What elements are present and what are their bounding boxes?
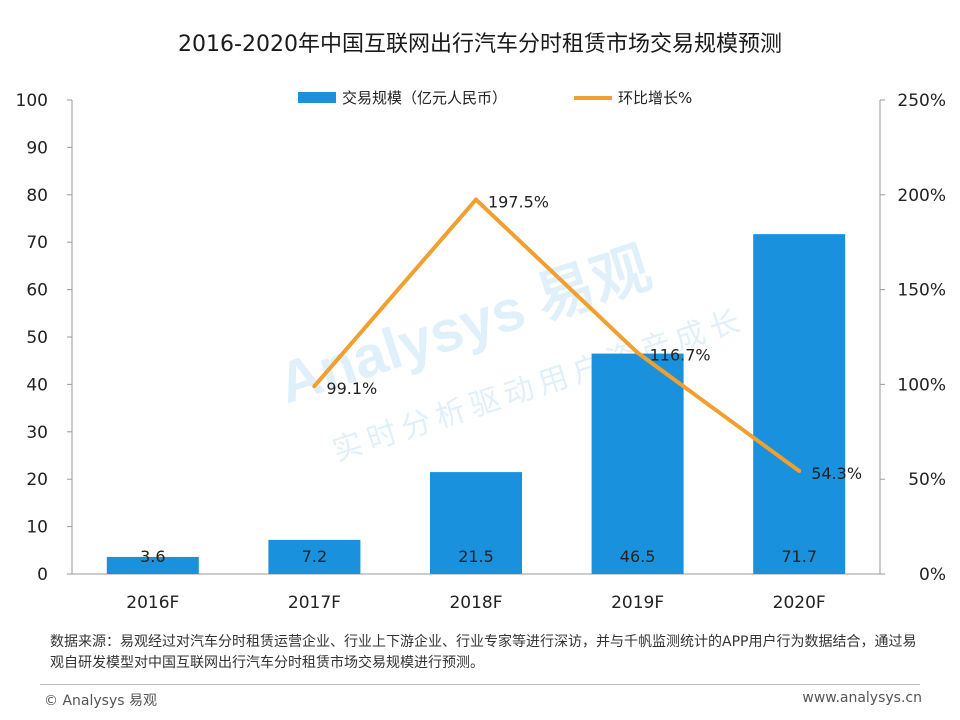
y-right-tick-label: 50%: [908, 470, 946, 490]
x-tick-label: 2020F: [773, 593, 826, 613]
bar-value-label: 7.2: [302, 547, 327, 566]
y-left-tick-label: 0: [37, 565, 48, 585]
line-value-label: 54.3%: [811, 464, 862, 483]
line-point: [312, 384, 317, 389]
y-right-tick-label: 200%: [897, 186, 946, 206]
line-value-label: 197.5%: [488, 193, 549, 212]
bar-series: 3.6 7.2 21.5 46.5 71.7: [106, 234, 846, 574]
legend-swatch-bar: [298, 92, 336, 103]
line-value-label: 99.1%: [326, 379, 377, 398]
y-left-tick-label: 10: [26, 518, 48, 538]
bar: [430, 472, 522, 574]
legend: 交易规模（亿元人民币） 环比增长%: [298, 89, 692, 107]
bar-value-label: 21.5: [458, 547, 494, 566]
y-right-tick-label: 0%: [919, 565, 946, 585]
y-left-tick-label: 20: [26, 470, 48, 490]
bar-value-label: 71.7: [781, 547, 817, 566]
y-left-tick-label: 80: [26, 186, 48, 206]
chart-title: 2016-2020年中国互联网出行汽车分时租赁市场交易规模预测: [178, 32, 782, 57]
bar: [106, 556, 199, 574]
line-point: [635, 350, 640, 355]
bar: [753, 234, 846, 574]
y-right-tick-label: 250%: [897, 91, 946, 111]
line-point: [474, 197, 478, 202]
y-left-tick-label: 30: [26, 423, 48, 443]
line-point: [797, 469, 802, 474]
x-tick-label: 2018F: [449, 593, 502, 613]
bar: [591, 353, 684, 574]
x-tick-label: 2017F: [288, 593, 341, 613]
bar: [268, 539, 361, 574]
x-tick-label: 2016F: [126, 593, 179, 613]
footer-website: www.analysys.cn: [802, 690, 922, 706]
y-right-tick-label: 100%: [897, 375, 946, 395]
bar-value-label: 46.5: [620, 547, 656, 566]
line-value-label: 116.7%: [650, 346, 711, 365]
chart-canvas: Analysys 易观 实时分析驱动用户资产成长 010203040506070…: [16, 89, 946, 613]
y-left-tick-label: 90: [26, 138, 48, 158]
y-left-tick-label: 40: [26, 375, 48, 395]
x-tick-label: 2019F: [611, 593, 664, 613]
source-note: 数据来源：易观经过对汽车分时租赁运营企业、行业上下游企业、行业专家等进行深访，并…: [50, 634, 917, 671]
footer-divider: [40, 684, 920, 685]
bar-value-label: 3.6: [140, 547, 165, 566]
y-left-tick-label: 50: [26, 328, 48, 348]
legend-label-line: 环比增长%: [618, 89, 692, 107]
line-series: 99.1% 197.5% 116.7% 54.3%: [312, 193, 862, 483]
legend-label-bar: 交易规模（亿元人民币）: [342, 89, 507, 107]
y-left-tick-label: 60: [26, 281, 48, 301]
y-left-tick-label: 70: [26, 233, 48, 253]
y-right-tick-label: 150%: [897, 281, 946, 301]
axes: 0 10 20 30 40 50 60 70 80 90 100 0% 50% 100% 150% 200% 2…: [16, 91, 946, 613]
y-left-tick-label: 100: [16, 91, 48, 111]
growth-line: [312, 197, 801, 473]
footer-copyright: © Analysys 易观: [44, 693, 157, 709]
